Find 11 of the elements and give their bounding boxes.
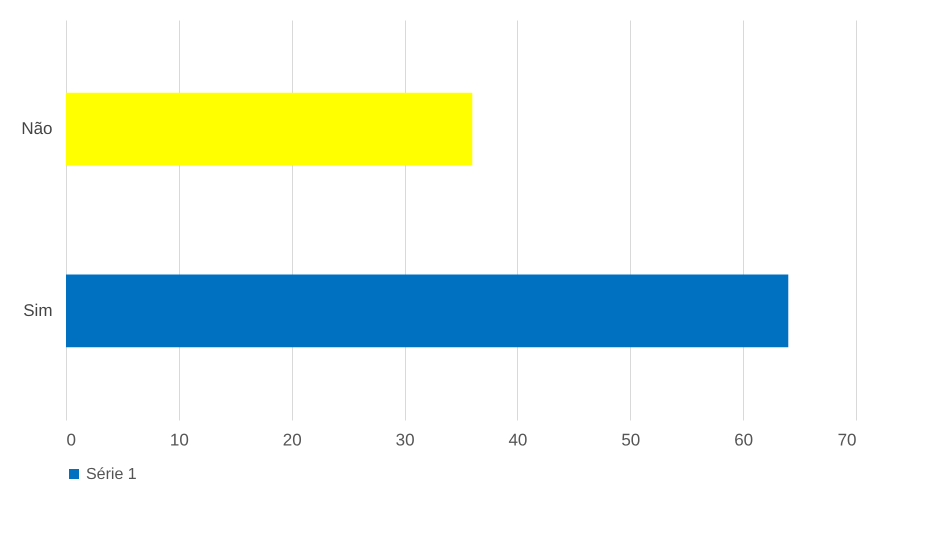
legend-label: Série 1 <box>86 466 137 483</box>
y-tick-label: Sim <box>23 300 52 320</box>
x-tick-label: 60 <box>734 430 754 450</box>
x-tick-label: 0 <box>66 430 76 450</box>
x-tick-label: 40 <box>508 430 528 450</box>
x-tick-label: 30 <box>396 430 415 450</box>
y-tick-label: Não <box>21 119 52 138</box>
x-tick-label: 20 <box>282 430 302 450</box>
x-tick-label: 70 <box>838 430 856 450</box>
x-tick-label: 10 <box>170 430 189 450</box>
x-tick-label: 50 <box>621 430 640 450</box>
